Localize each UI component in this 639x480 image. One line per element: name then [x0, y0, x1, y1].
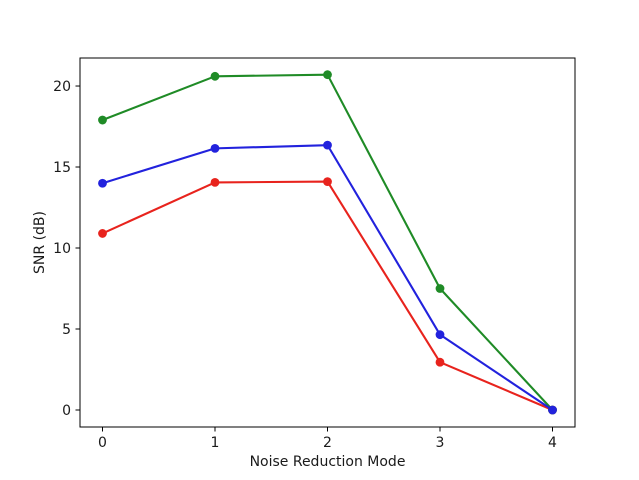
x-tick-label: 2 [323, 435, 332, 451]
marker-green-x3 [435, 284, 445, 293]
y-tick-label: 10 [53, 241, 71, 257]
marker-blue-x2 [323, 140, 332, 150]
y-tick-label: 15 [53, 160, 71, 176]
marker-red-x3 [435, 357, 445, 367]
marker-blue-x1 [210, 143, 220, 153]
marker-blue-x0 [98, 178, 107, 188]
marker-red-x0 [98, 229, 107, 238]
y-tick-label: 20 [53, 79, 71, 95]
x-axis-label: Noise Reduction Mode [250, 454, 406, 470]
x-tick-label: 1 [211, 435, 220, 451]
y-tick-label: 5 [62, 322, 71, 338]
marker-blue-x4 [548, 405, 557, 415]
y-axis-label: SNR (dB) [32, 211, 48, 274]
marker-green-x0 [98, 115, 107, 125]
axes-spines [79, 57, 576, 428]
x-tick-label: 3 [436, 435, 445, 451]
x-tick-label: 0 [98, 435, 107, 451]
plot-area: 0 1 2 3 4 0 5 10 15 20 [53, 57, 576, 451]
marker-red-x1 [210, 178, 220, 187]
x-tick-label: 4 [548, 435, 557, 451]
marker-green-x1 [210, 71, 220, 81]
y-tick-label: 0 [62, 403, 71, 419]
marker-red-x2 [323, 177, 332, 186]
marker-green-x2 [323, 70, 332, 80]
marker-blue-x3 [435, 330, 445, 340]
